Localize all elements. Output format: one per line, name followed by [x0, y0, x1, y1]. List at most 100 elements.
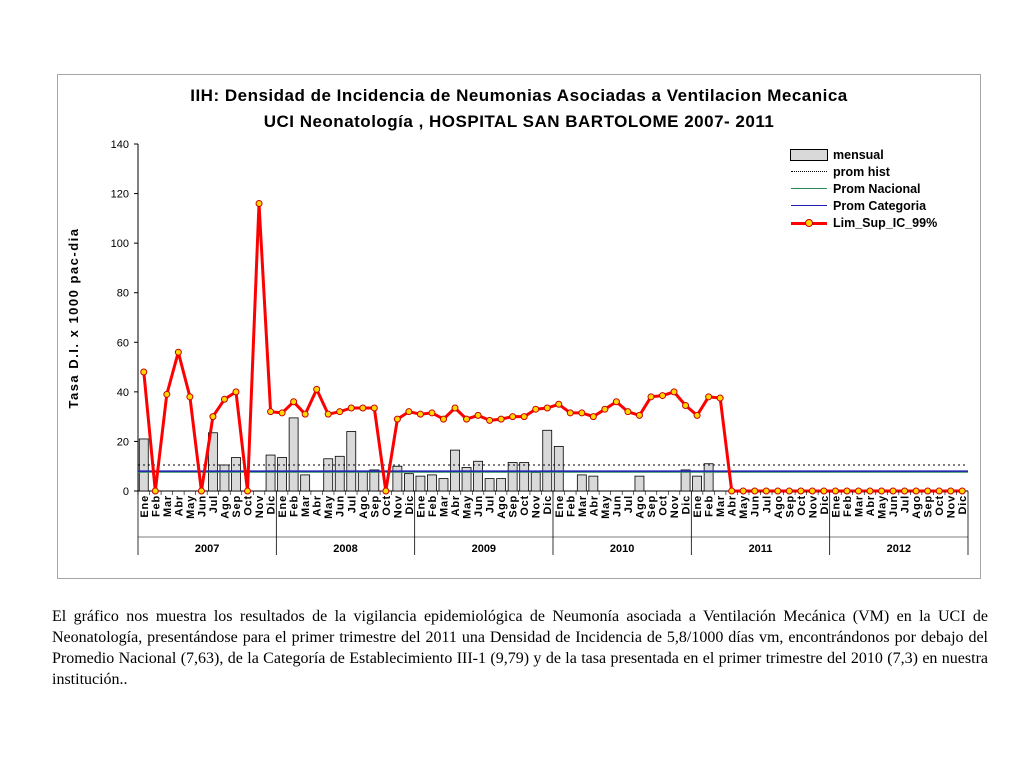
x-month-label: Nov [946, 495, 958, 518]
x-month-label: Ene [554, 495, 566, 518]
x-month-label: Oct [519, 495, 531, 516]
x-month-label: Dic [819, 495, 831, 515]
bar-mensual [519, 462, 530, 492]
x-month-label: Abr [588, 495, 600, 516]
lim-sup-point [866, 487, 874, 495]
y-tick-label: 60 [117, 337, 129, 349]
legend-label: Prom Categoria [833, 198, 927, 213]
x-month-label: May [323, 495, 335, 519]
x-year-label: 2007 [195, 543, 219, 555]
lim-sup-point [762, 487, 770, 495]
bar-mensual [692, 475, 702, 492]
lim-sup-point [935, 487, 943, 495]
lim-sup-point [589, 413, 597, 421]
bar-mensual [392, 465, 403, 492]
legend-label: prom hist [833, 164, 890, 179]
x-month-label: Mar [854, 495, 866, 517]
x-month-label: Abr [727, 495, 739, 516]
x-month-label: Jun [196, 495, 208, 517]
lim-sup-point [163, 390, 171, 398]
x-month-label: Ago [635, 495, 647, 519]
lim-sup-point [785, 487, 793, 495]
legend-item: prom hist [790, 163, 937, 180]
x-year-label: 2009 [472, 543, 496, 555]
lim-sup-point [209, 413, 217, 421]
bar-mensual [553, 445, 564, 492]
bar-mensual [634, 475, 645, 492]
lim-sup-point [797, 487, 805, 495]
lim-sup-point [197, 487, 205, 495]
lim-sup-point [705, 393, 713, 401]
x-month-label: Feb [565, 495, 577, 517]
x-year-label: 2010 [610, 543, 634, 555]
lim-sup-point [774, 487, 782, 495]
bar-mensual [473, 460, 483, 492]
legend-swatch [790, 148, 828, 161]
x-month-label: Mar [715, 495, 727, 517]
x-month-label: Jun [473, 495, 485, 517]
x-month-label: Oct [934, 495, 946, 516]
legend-item: Prom Categoria [790, 197, 937, 214]
x-month-label: Dic [957, 495, 969, 515]
legend-label: Lim_Sup_IC_99% [833, 215, 938, 230]
lim-sup-point [624, 408, 632, 416]
x-month-label: Mar [577, 495, 589, 517]
lim-sup-point [958, 487, 966, 495]
bar-mensual [369, 469, 380, 492]
x-month-label: Feb [704, 495, 716, 517]
lim-sup-point [854, 487, 862, 495]
lim-sup-point [382, 487, 390, 495]
lim-sup-point [324, 410, 332, 418]
y-axis-label: Tasa D.I. x 1000 pac-dia [66, 228, 81, 409]
x-month-label: Sep [646, 495, 658, 518]
lim-sup-point [555, 400, 563, 408]
bar-mensual [288, 417, 299, 492]
lim-sup-point [393, 415, 401, 423]
legend-item: Lim_Sup_IC_99% [790, 214, 937, 231]
y-tick-label: 80 [117, 288, 129, 300]
lim-sup-point [728, 487, 736, 495]
bar-mensual [404, 473, 414, 492]
lim-sup-point [509, 413, 517, 421]
x-month-label: Nov [531, 495, 543, 518]
x-month-label: Jun [335, 495, 347, 517]
bar-mensual [231, 457, 241, 492]
x-month-label: Nov [392, 495, 404, 518]
bar-mensual [208, 432, 218, 492]
lim-sup-line [142, 202, 963, 493]
x-month-label: Abr [865, 495, 877, 516]
bar-mensual [588, 475, 599, 492]
x-month-label: Ene [277, 495, 289, 518]
bar-mensual [219, 464, 230, 492]
bar-mensual [334, 455, 345, 492]
x-month-label: Feb [150, 495, 162, 517]
lim-sup-point [878, 487, 886, 495]
x-month-label: Sep [369, 495, 381, 518]
legend-item: mensual [790, 146, 937, 163]
bar-mensual [461, 467, 472, 492]
bar-mensual [484, 478, 495, 492]
lim-sup-point [659, 392, 667, 400]
bar-mensual [438, 478, 449, 492]
y-tick-label: 120 [111, 189, 129, 201]
lim-sup-point [601, 405, 609, 413]
legend-swatch [790, 183, 828, 195]
x-month-label: Jul [623, 495, 635, 513]
x-month-label: Sep [923, 495, 935, 518]
bar-mensual [323, 458, 334, 492]
bar-mensual [357, 470, 368, 492]
lim-sup-point [543, 404, 551, 412]
lim-sup-point [439, 415, 447, 423]
lim-sup-point [947, 487, 955, 495]
x-month-label: Jul [900, 495, 912, 513]
x-month-label: May [877, 495, 889, 519]
lim-sup-point [151, 487, 159, 495]
lim-sup-point [140, 368, 148, 376]
chart-title: IIH: Densidad de Incidencia de Neumonias… [190, 86, 848, 105]
chart-caption: El gráfico nos muestra los resultados de… [52, 608, 988, 688]
lim-sup-point [578, 409, 586, 417]
lim-sup-point [186, 393, 194, 401]
x-month-label: Ene [139, 495, 151, 518]
x-month-label: Feb [842, 495, 854, 517]
x-year-label: 2008 [333, 543, 357, 555]
